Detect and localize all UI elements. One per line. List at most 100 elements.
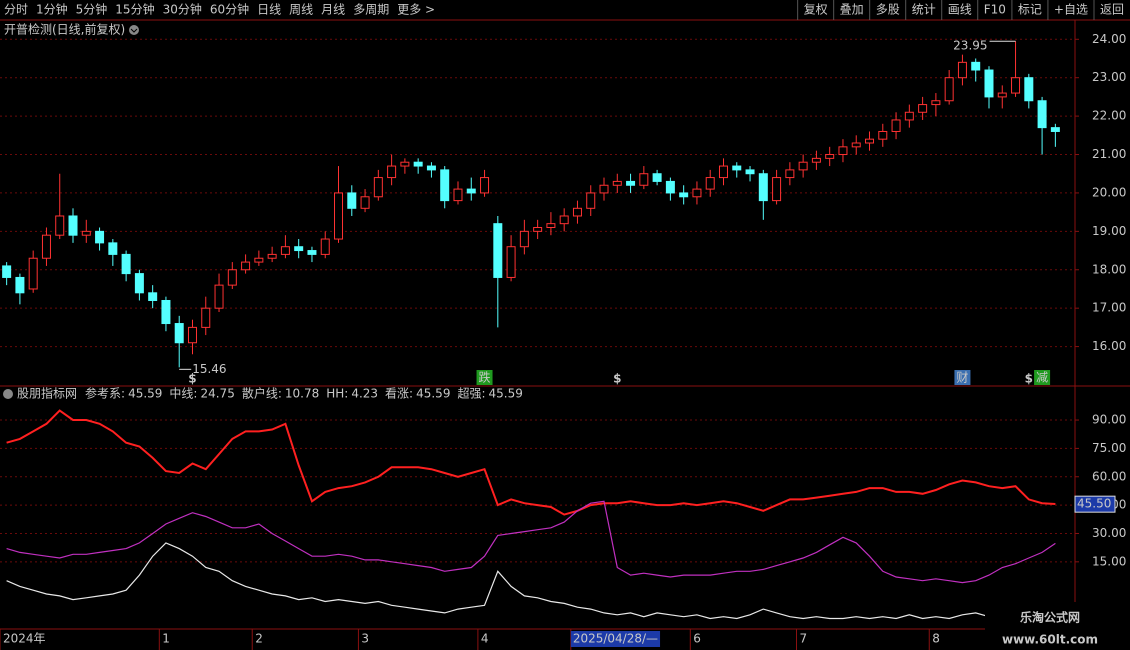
candle-body xyxy=(665,180,675,194)
candle-body xyxy=(241,261,251,271)
candle-body xyxy=(918,104,928,113)
candle-body xyxy=(612,180,622,186)
candle-body xyxy=(679,192,689,198)
candle-body xyxy=(506,246,516,278)
candle-body xyxy=(347,192,357,209)
toolbar-button[interactable]: 复权 xyxy=(804,3,828,17)
candle-body xyxy=(1011,77,1021,94)
candle-body xyxy=(413,161,423,167)
candle-body xyxy=(41,234,51,259)
toolbar-button[interactable]: F10 xyxy=(984,3,1006,17)
candle-body xyxy=(201,307,211,328)
signal: $ xyxy=(613,372,621,386)
legend-name: 散户线: xyxy=(242,386,282,401)
candle-body xyxy=(732,165,742,171)
cursor-value-label: 45.50 xyxy=(1077,497,1111,511)
legend-name: 看涨: xyxy=(385,386,413,401)
legend-value: 10.78 xyxy=(285,387,319,401)
period-tab[interactable]: 1分钟 xyxy=(36,2,68,17)
candle-body xyxy=(373,177,383,198)
candle-body xyxy=(267,253,277,259)
period-tab[interactable]: 更多 > xyxy=(397,3,435,17)
x-tick-label: 4 xyxy=(481,632,489,646)
candle-body xyxy=(214,284,224,309)
x-tick-label: 2 xyxy=(255,632,263,646)
y-tick-label: 21.00 xyxy=(1092,147,1126,161)
candle-body xyxy=(878,130,888,140)
y-tick-label: 23.00 xyxy=(1092,70,1126,84)
chart-title: 开普检测(日线,前复权) xyxy=(4,22,125,37)
candle-body xyxy=(307,250,317,255)
toolbar-button[interactable]: 统计 xyxy=(912,3,936,17)
candle-body xyxy=(533,227,543,232)
period-tab[interactable]: 分时 xyxy=(4,3,28,17)
candle-body xyxy=(440,169,450,202)
indicator-title: 股朋指标网 xyxy=(17,386,77,401)
min-label: 15.46 xyxy=(192,362,226,376)
candle-body xyxy=(280,246,290,255)
candle-body xyxy=(108,242,118,255)
signal-box xyxy=(476,370,493,385)
x-tick-label: 1 xyxy=(162,632,170,646)
candle-body xyxy=(718,165,728,179)
toolbar-button[interactable]: 画线 xyxy=(948,3,972,17)
candle-body xyxy=(493,223,503,278)
candle-body xyxy=(559,215,569,225)
y-tick-label: 16.00 xyxy=(1092,339,1126,353)
period-tab[interactable]: 周线 xyxy=(289,3,313,17)
candle-body xyxy=(652,173,662,182)
candle-body xyxy=(931,100,941,106)
candle-body xyxy=(15,276,25,294)
y-tick-label: 90.00 xyxy=(1092,413,1126,427)
legend-name: 中线: xyxy=(169,386,197,401)
candle-body xyxy=(320,238,330,255)
signal-box xyxy=(954,370,971,385)
x-tick-label: 3 xyxy=(361,632,369,646)
candle-body xyxy=(187,326,197,344)
period-tab[interactable]: 月线 xyxy=(321,3,345,17)
candle-body xyxy=(334,192,344,240)
candle-body xyxy=(838,146,848,156)
toolbar-button[interactable]: 多股 xyxy=(876,3,900,17)
x-tick-label: 7 xyxy=(800,632,808,646)
candle-body xyxy=(825,154,835,159)
y-tick-label: 20.00 xyxy=(1092,185,1126,199)
y-tick-label: 19.00 xyxy=(1092,224,1126,238)
indicator-line xyxy=(6,542,1056,620)
candle-body xyxy=(1050,127,1060,132)
indicator-line xyxy=(6,500,1056,584)
y-tick-label: 22.00 xyxy=(1092,109,1126,123)
period-tab[interactable]: 15分钟 xyxy=(115,2,154,17)
candle-body xyxy=(851,142,861,148)
candle-body xyxy=(546,223,556,229)
candle-body xyxy=(1024,77,1034,102)
candle-body xyxy=(572,207,582,217)
title-icon-arrow xyxy=(130,28,138,33)
period-tab[interactable]: 多周期 xyxy=(353,3,389,17)
candle-body xyxy=(400,161,410,167)
period-tab[interactable]: 日线 xyxy=(257,3,281,17)
candle-body xyxy=(55,215,65,236)
candle-body xyxy=(904,111,914,121)
period-tab[interactable]: 60分钟 xyxy=(210,2,249,17)
signal: $ xyxy=(188,372,196,386)
y-tick-label: 75.00 xyxy=(1092,441,1126,455)
toolbar-button[interactable]: 叠加 xyxy=(840,3,864,17)
toolbar-button[interactable]: +自选 xyxy=(1054,3,1088,17)
candle-body xyxy=(227,269,237,286)
candle-body xyxy=(971,61,981,71)
toolbar-button[interactable]: 标记 xyxy=(1018,3,1042,17)
period-tab[interactable]: 30分钟 xyxy=(163,2,202,17)
candle-body xyxy=(453,188,463,202)
toolbar-button[interactable]: 返回 xyxy=(1100,3,1124,17)
period-tab[interactable]: 5分钟 xyxy=(76,2,108,17)
legend-value: 45.59 xyxy=(416,387,450,401)
y-tick-label: 17.00 xyxy=(1092,301,1126,315)
candle-body xyxy=(957,61,967,79)
indicator-line xyxy=(6,409,1056,516)
x-cursor-box xyxy=(570,631,661,647)
candle-body xyxy=(997,92,1007,98)
candle-body xyxy=(360,196,370,209)
